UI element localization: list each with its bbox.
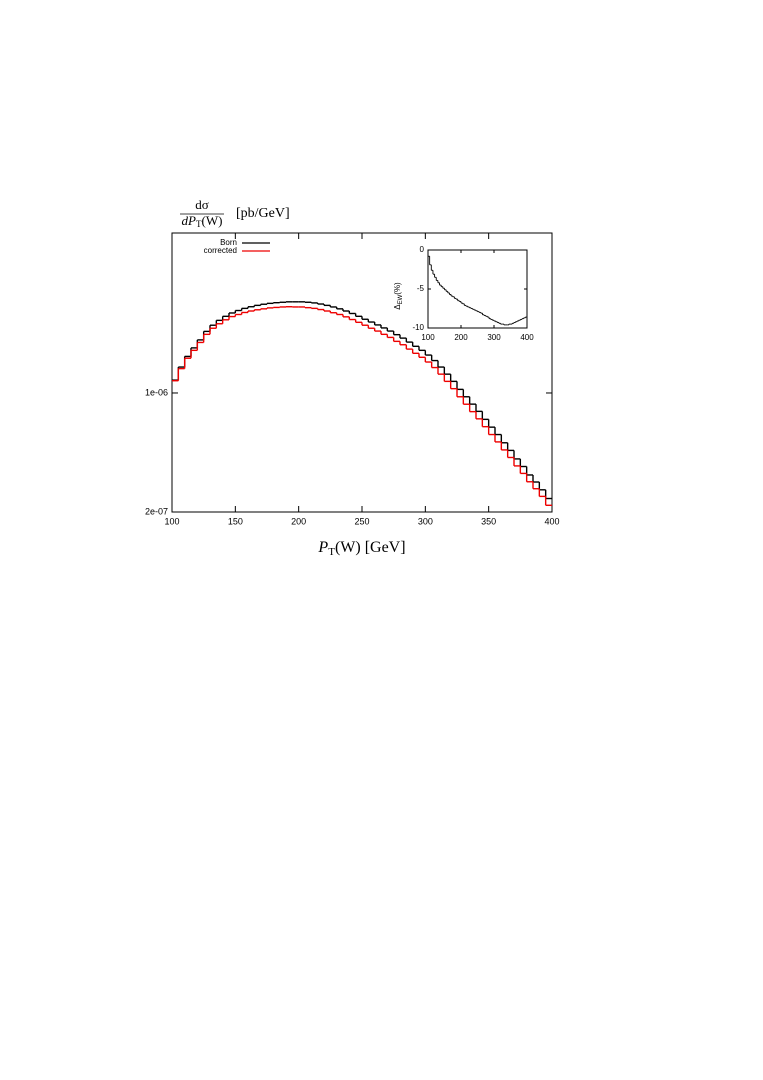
y-label-den-subscript: T	[196, 219, 202, 229]
x-tick-label: 300	[487, 333, 501, 342]
legend-label: corrected	[204, 246, 237, 255]
x-tick-label: 300	[418, 516, 433, 526]
inset-y-label-symbol: Δ	[393, 304, 402, 310]
x-tick-label: 400	[544, 516, 559, 526]
x-tick-label: 100	[421, 333, 435, 342]
x-tick-label: 150	[228, 516, 243, 526]
y-tick-label: 2e-07	[145, 506, 168, 516]
legend-label: Born	[220, 238, 237, 247]
y-label-unit: [pb/GeV]	[236, 206, 290, 221]
x-label-symbol: P	[317, 539, 328, 556]
plot-frame	[171, 232, 553, 513]
y-tick-label: 1e-06	[145, 387, 168, 397]
y-tick-label: -10	[412, 323, 424, 332]
x-tick-label: 350	[481, 516, 496, 526]
y-label-den-symbol: dP	[182, 213, 197, 228]
x-label-rest: (W) [GeV]	[335, 539, 406, 556]
plot-frame	[427, 249, 528, 329]
inset-y-label: ΔEW(%)	[393, 282, 403, 310]
inset-y-label-subscript: EW	[398, 294, 404, 304]
y-tick-label: -5	[417, 284, 425, 293]
x-tick-label: 200	[291, 516, 306, 526]
y-tick-label: 0	[420, 245, 425, 254]
x-tick-label: 400	[520, 333, 534, 342]
y-label-denominator: dPT(W)	[182, 213, 223, 229]
x-tick-label: 100	[164, 516, 179, 526]
x-tick-label: 200	[454, 333, 468, 342]
y-label-numerator: dσ	[195, 197, 209, 212]
x-label: PT(W) [GeV]	[317, 539, 405, 558]
x-label-subscript: T	[328, 546, 335, 558]
x-tick-label: 250	[354, 516, 369, 526]
inset-y-label-rest: (%)	[393, 282, 402, 295]
y-label-den-rest: (W)	[202, 213, 223, 228]
